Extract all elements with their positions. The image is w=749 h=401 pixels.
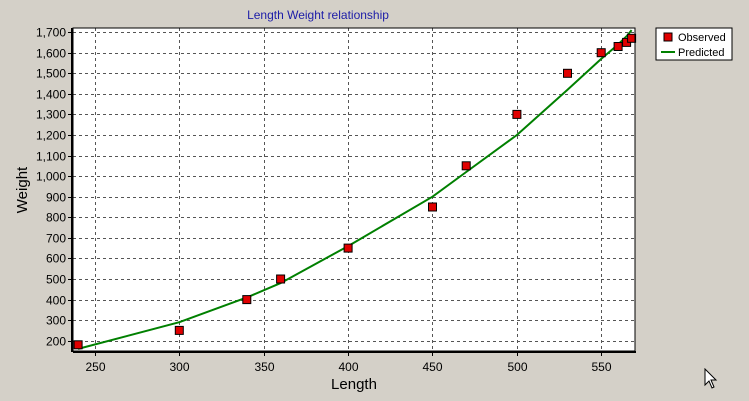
observed-point: [596, 48, 606, 58]
y-tick-label: 900: [46, 191, 66, 205]
legend-observed-marker: [663, 32, 673, 42]
x-tick-label: 300: [169, 360, 189, 374]
legend: Observed Predicted: [655, 27, 733, 61]
y-tick-label: 700: [46, 232, 66, 246]
y-tick-label: 200: [46, 335, 66, 349]
y-tick-label: 1,100: [36, 150, 66, 164]
chart-title: Length Weight relationship: [247, 8, 389, 22]
plot-area: [73, 28, 635, 351]
y-tick-label: 1,500: [36, 67, 66, 81]
y-tick-label: 400: [46, 294, 66, 308]
mouse-pointer-icon: [704, 368, 718, 389]
x-axis-ticks: 250 300 350 400 450 500 550: [85, 352, 612, 374]
x-tick-label: 400: [338, 360, 358, 374]
observed-point: [428, 202, 437, 212]
x-tick-label: 550: [591, 360, 611, 374]
observed-point: [461, 161, 471, 171]
series-layer: [73, 29, 637, 350]
observed-point: [276, 274, 286, 284]
y-tick-label: 1,300: [36, 108, 66, 122]
y-tick-label: 1,000: [36, 170, 66, 184]
observed-point: [73, 340, 83, 350]
x-tick-label: 350: [254, 360, 274, 374]
x-tick-label: 250: [85, 360, 105, 374]
grid-lines: [73, 28, 635, 351]
observed-point: [563, 68, 572, 78]
legend-predicted-label: Predicted: [678, 47, 724, 59]
observed-point: [613, 42, 623, 51]
observed-point: [627, 33, 637, 43]
x-tick-label: 500: [507, 360, 527, 374]
y-tick-label: 1,600: [36, 47, 66, 61]
y-axis-ticks: 200 300 400 500 600 700 800 900 1,000 1,100 1,200 1…: [36, 26, 72, 349]
y-tick-label: 500: [46, 273, 66, 287]
x-tick-label: 450: [422, 360, 442, 374]
legend-observed-label: Observed: [678, 32, 726, 44]
y-tick-label: 800: [46, 211, 66, 225]
observed-point: [512, 109, 522, 119]
y-tick-label: 300: [46, 314, 66, 328]
y-axis-label: Weight: [14, 166, 31, 213]
y-tick-label: 1,400: [36, 88, 66, 102]
y-tick-label: 1,700: [36, 26, 66, 40]
y-tick-label: 1,200: [36, 129, 66, 143]
observed-point: [343, 243, 353, 253]
y-tick-label: 600: [46, 252, 66, 266]
x-axis-label: Length: [331, 376, 377, 393]
observed-point: [174, 325, 184, 335]
observed-point: [242, 295, 252, 305]
